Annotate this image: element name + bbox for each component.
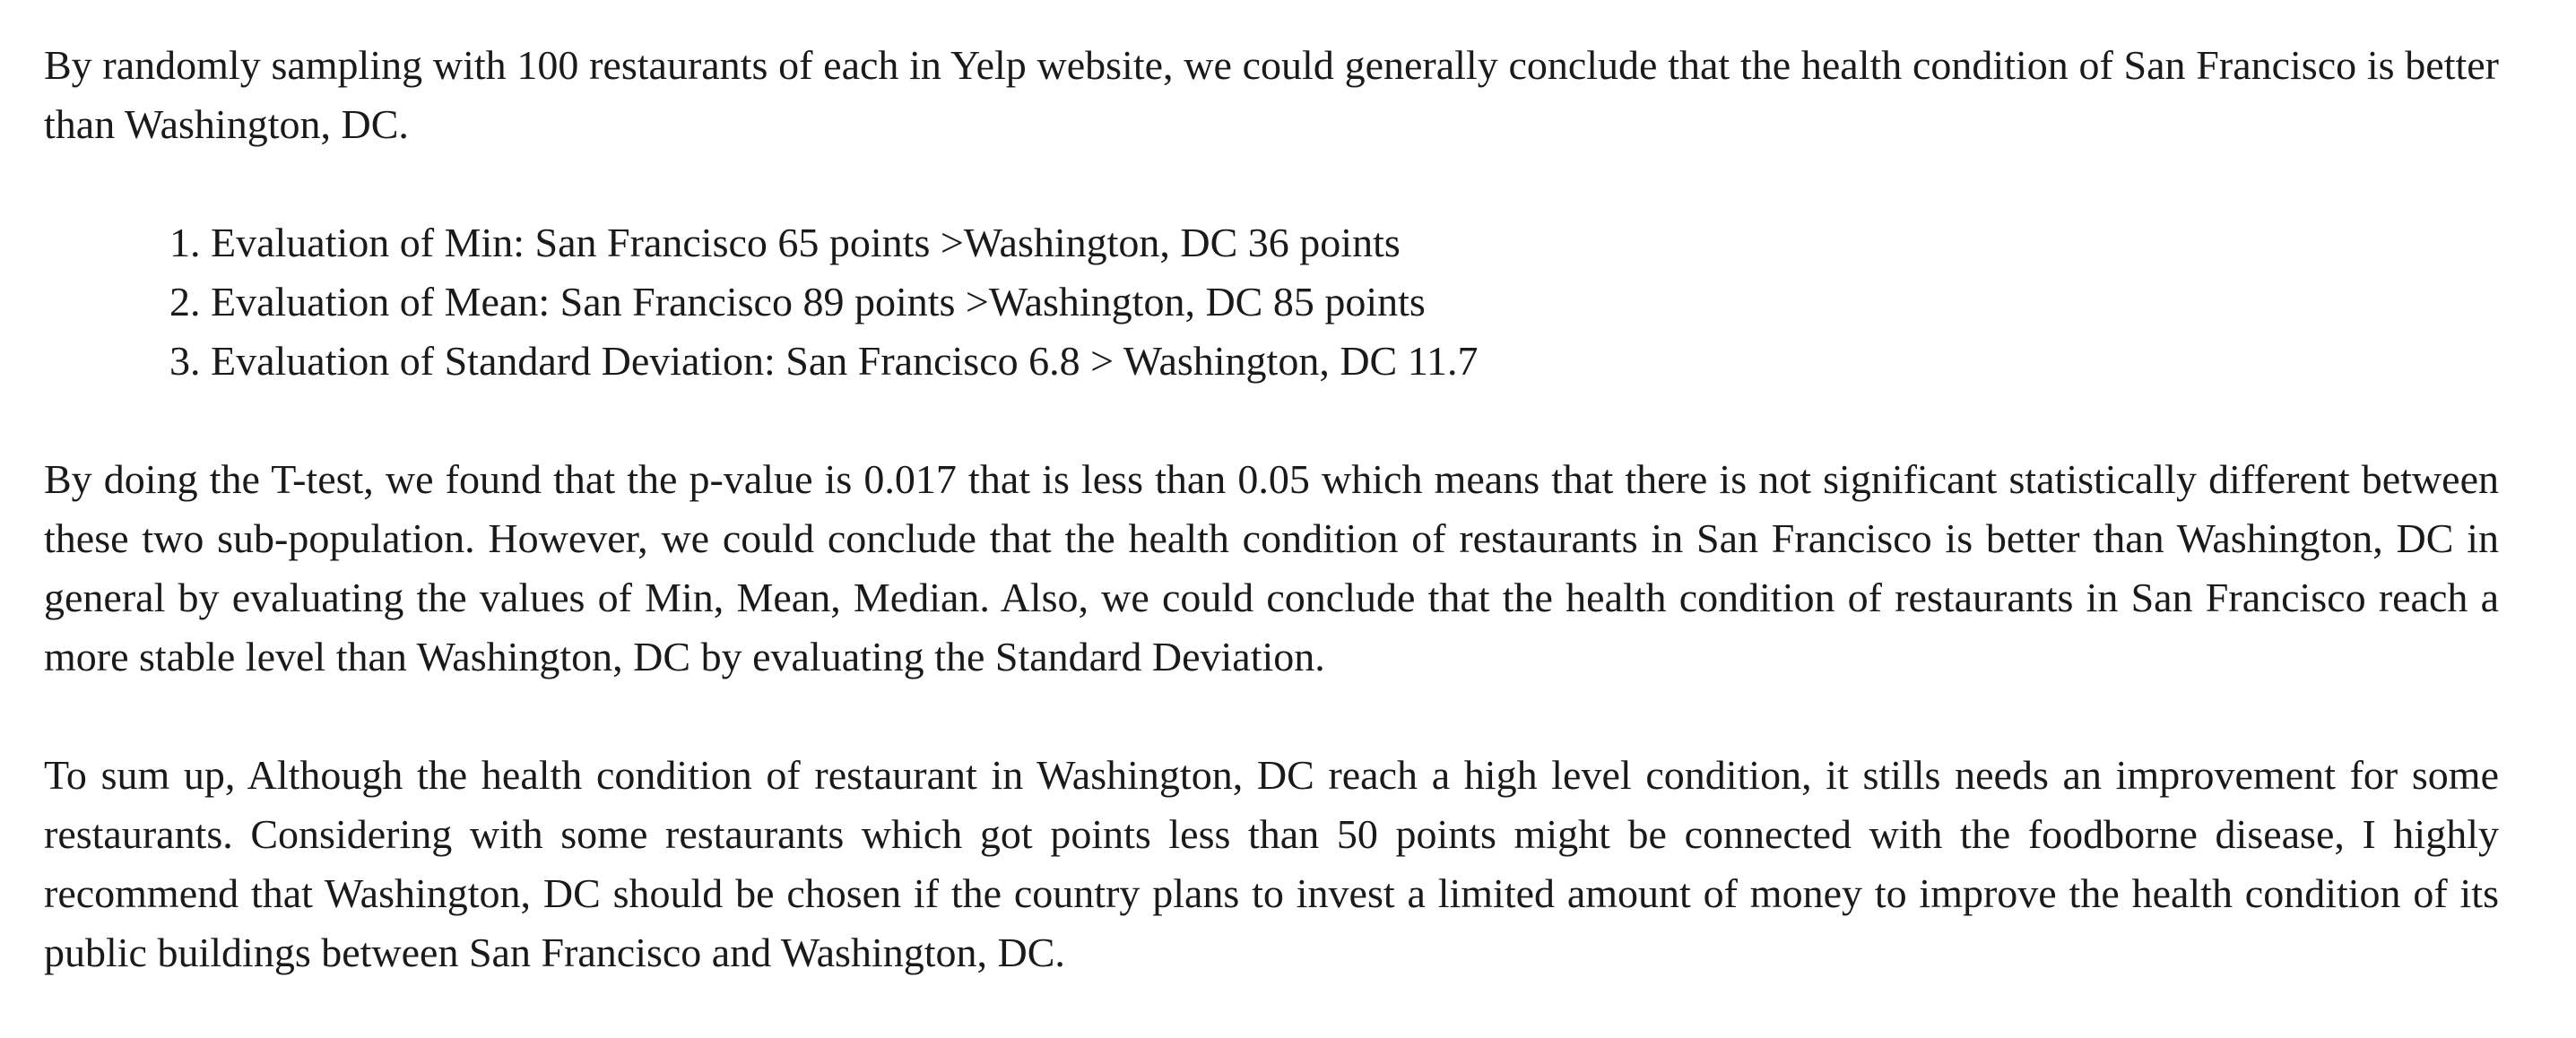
list-item-text: Evaluation of Min: San Francisco 65 poin… xyxy=(200,220,1401,265)
list-item-text: Evaluation of Mean: San Francisco 89 poi… xyxy=(200,279,1426,324)
list-item: 3. Evaluation of Standard Deviation: San… xyxy=(169,332,2499,391)
evaluation-list: 1. Evaluation of Min: San Francisco 65 p… xyxy=(44,213,2499,391)
list-item: 2. Evaluation of Mean: San Francisco 89 … xyxy=(169,272,2499,332)
summary-paragraph: To sum up, Although the health condition… xyxy=(44,752,2499,975)
ttest-paragraph: By doing the T-test, we found that the p… xyxy=(44,456,2499,679)
list-item-number: 1. xyxy=(169,220,201,265)
list-item-text: Evaluation of Standard Deviation: San Fr… xyxy=(200,338,1479,384)
list-item: 1. Evaluation of Min: San Francisco 65 p… xyxy=(169,213,2499,272)
list-item-number: 2. xyxy=(169,279,201,324)
intro-paragraph: By randomly sampling with 100 restaurant… xyxy=(44,42,2499,147)
list-item-number: 3. xyxy=(169,338,201,384)
